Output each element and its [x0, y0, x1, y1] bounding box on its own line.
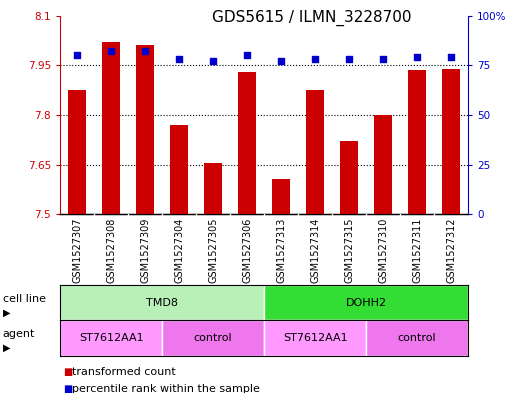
Point — [277, 58, 286, 64]
Text: GSM1527311: GSM1527311 — [412, 218, 422, 283]
Point — [73, 52, 82, 59]
Text: transformed count: transformed count — [72, 367, 175, 377]
Text: ST7612AA1: ST7612AA1 — [283, 333, 347, 343]
Bar — [136, 46, 154, 214]
Text: ST7612AA1: ST7612AA1 — [79, 333, 143, 343]
Point — [379, 56, 388, 62]
Point — [447, 54, 456, 61]
Bar — [306, 90, 324, 214]
Text: GSM1527313: GSM1527313 — [276, 218, 286, 283]
Bar — [374, 115, 392, 214]
Text: TMD8: TMD8 — [146, 298, 178, 308]
Text: control: control — [398, 333, 436, 343]
Bar — [408, 70, 426, 214]
Text: agent: agent — [3, 329, 35, 339]
Bar — [238, 72, 256, 214]
Point — [311, 56, 320, 62]
Text: ▶: ▶ — [3, 307, 10, 318]
Bar — [340, 141, 358, 214]
Bar — [102, 42, 120, 214]
Point — [413, 54, 422, 61]
Point — [243, 52, 252, 59]
FancyBboxPatch shape — [162, 320, 264, 356]
Point — [175, 56, 184, 62]
Text: GSM1527312: GSM1527312 — [446, 218, 456, 283]
Text: percentile rank within the sample: percentile rank within the sample — [72, 384, 259, 393]
Text: GSM1527304: GSM1527304 — [174, 218, 184, 283]
Point — [141, 48, 150, 55]
Text: control: control — [194, 333, 232, 343]
Bar — [204, 163, 222, 214]
Bar — [68, 90, 86, 214]
Text: GSM1527315: GSM1527315 — [344, 218, 354, 283]
Text: DOHH2: DOHH2 — [346, 298, 386, 308]
Bar — [170, 125, 188, 214]
FancyBboxPatch shape — [60, 285, 264, 320]
Point — [345, 56, 354, 62]
FancyBboxPatch shape — [264, 320, 366, 356]
Text: ■: ■ — [63, 367, 72, 377]
Point — [209, 58, 218, 64]
Text: cell line: cell line — [3, 294, 46, 304]
FancyBboxPatch shape — [60, 320, 162, 356]
Point — [107, 48, 116, 55]
Text: GSM1527308: GSM1527308 — [106, 218, 116, 283]
Text: GSM1527309: GSM1527309 — [140, 218, 150, 283]
Text: GSM1527306: GSM1527306 — [242, 218, 252, 283]
Text: GDS5615 / ILMN_3228700: GDS5615 / ILMN_3228700 — [212, 10, 411, 26]
FancyBboxPatch shape — [264, 285, 468, 320]
Text: GSM1527314: GSM1527314 — [310, 218, 320, 283]
Bar — [272, 180, 290, 214]
FancyBboxPatch shape — [366, 320, 468, 356]
Bar — [442, 69, 460, 214]
Text: GSM1527305: GSM1527305 — [208, 218, 218, 283]
Text: ▶: ▶ — [3, 343, 10, 353]
Text: ■: ■ — [63, 384, 72, 393]
Text: GSM1527310: GSM1527310 — [378, 218, 388, 283]
Text: GSM1527307: GSM1527307 — [72, 218, 82, 283]
